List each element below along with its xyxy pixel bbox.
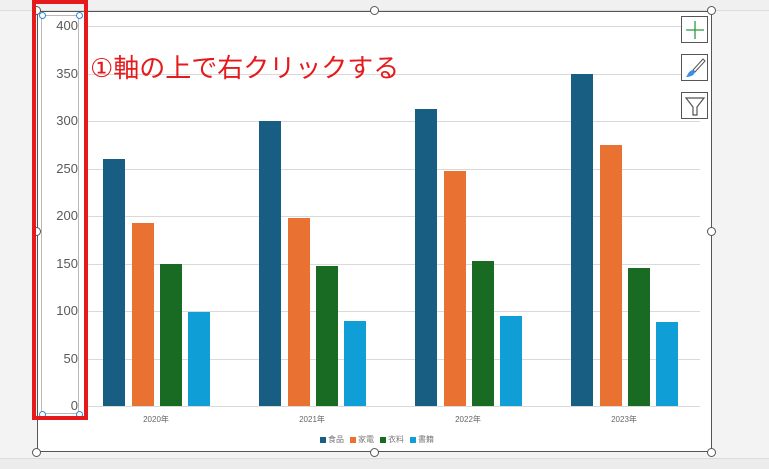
legend-swatch (350, 436, 356, 443)
gridline (88, 168, 700, 170)
gridline (88, 311, 700, 312)
y-tick-label: 300 (56, 113, 78, 128)
chart-filters-button[interactable] (681, 92, 708, 119)
bar[interactable] (415, 108, 437, 406)
x-tick-label: 2021年 (299, 415, 325, 424)
axis-handle[interactable] (76, 12, 83, 19)
chart-elements-button[interactable] (681, 16, 708, 43)
bar[interactable] (444, 171, 466, 406)
bar[interactable] (132, 222, 154, 406)
y-tick-label: 250 (56, 160, 78, 176)
bar[interactable] (628, 268, 650, 406)
y-tick-label: 0 (70, 398, 78, 413)
legend-swatch (410, 436, 416, 443)
resize-handle-bm[interactable] (370, 448, 379, 457)
x-tick-label: 2023年 (611, 415, 637, 424)
bar[interactable] (160, 263, 182, 406)
bar[interactable] (600, 144, 622, 406)
y-tick-label: 100 (56, 303, 78, 318)
bar[interactable] (316, 266, 338, 406)
bar[interactable] (288, 217, 310, 406)
legend-item[interactable]: 衣料 (380, 434, 404, 445)
gridline (88, 121, 700, 122)
bar[interactable] (571, 73, 593, 406)
legend-swatch (320, 436, 326, 443)
y-tick-label: 150 (56, 255, 78, 271)
top-ruler (0, 0, 769, 11)
gridline (88, 358, 700, 360)
paintbrush-icon (685, 57, 706, 77)
gridline (88, 406, 700, 407)
y-tick-label: 350 (56, 65, 78, 81)
resize-handle-bl[interactable] (32, 448, 41, 457)
y-tick-label: 200 (56, 208, 78, 223)
gridline (88, 73, 700, 75)
bar[interactable] (500, 315, 522, 406)
resize-handle-br[interactable] (707, 448, 716, 457)
axis-handle[interactable] (39, 12, 46, 19)
y-axis-selection[interactable] (41, 15, 79, 414)
legend-item[interactable]: 食品 (320, 434, 344, 445)
x-tick-label: 2020年 (143, 415, 169, 424)
filter-icon (684, 96, 705, 116)
bar[interactable] (103, 159, 125, 406)
highlight-box (32, 0, 88, 420)
resize-handle-tm[interactable] (370, 6, 379, 15)
bar[interactable] (344, 320, 366, 406)
bar[interactable] (188, 311, 210, 406)
resize-handle-mr[interactable] (707, 227, 716, 236)
bar[interactable] (656, 322, 678, 406)
gridline (88, 216, 700, 217)
gridline (88, 26, 700, 27)
x-tick-label: 2022年 (455, 415, 481, 424)
bottom-bar (0, 458, 769, 469)
legend-label: 食品 (328, 435, 344, 444)
legend-item[interactable]: 書籍 (410, 434, 434, 445)
bar[interactable] (472, 260, 494, 406)
resize-handle-tr[interactable] (707, 6, 716, 15)
y-tick-label: 400 (56, 18, 78, 33)
legend-label: 衣料 (388, 435, 404, 444)
legend-label: 書籍 (418, 435, 434, 444)
chart-legend[interactable]: 食品 家電 衣料 書籍 (320, 434, 434, 445)
gridline (88, 263, 700, 265)
chart-styles-button[interactable] (681, 54, 708, 81)
y-tick-label: 50 (63, 350, 78, 366)
legend-swatch (380, 436, 386, 443)
instruction-text: ①軸の上で右クリックする (90, 54, 400, 84)
plus-icon (685, 20, 704, 39)
legend-item[interactable]: 家電 (350, 434, 374, 445)
legend-label: 家電 (358, 435, 374, 444)
bar[interactable] (259, 121, 281, 406)
